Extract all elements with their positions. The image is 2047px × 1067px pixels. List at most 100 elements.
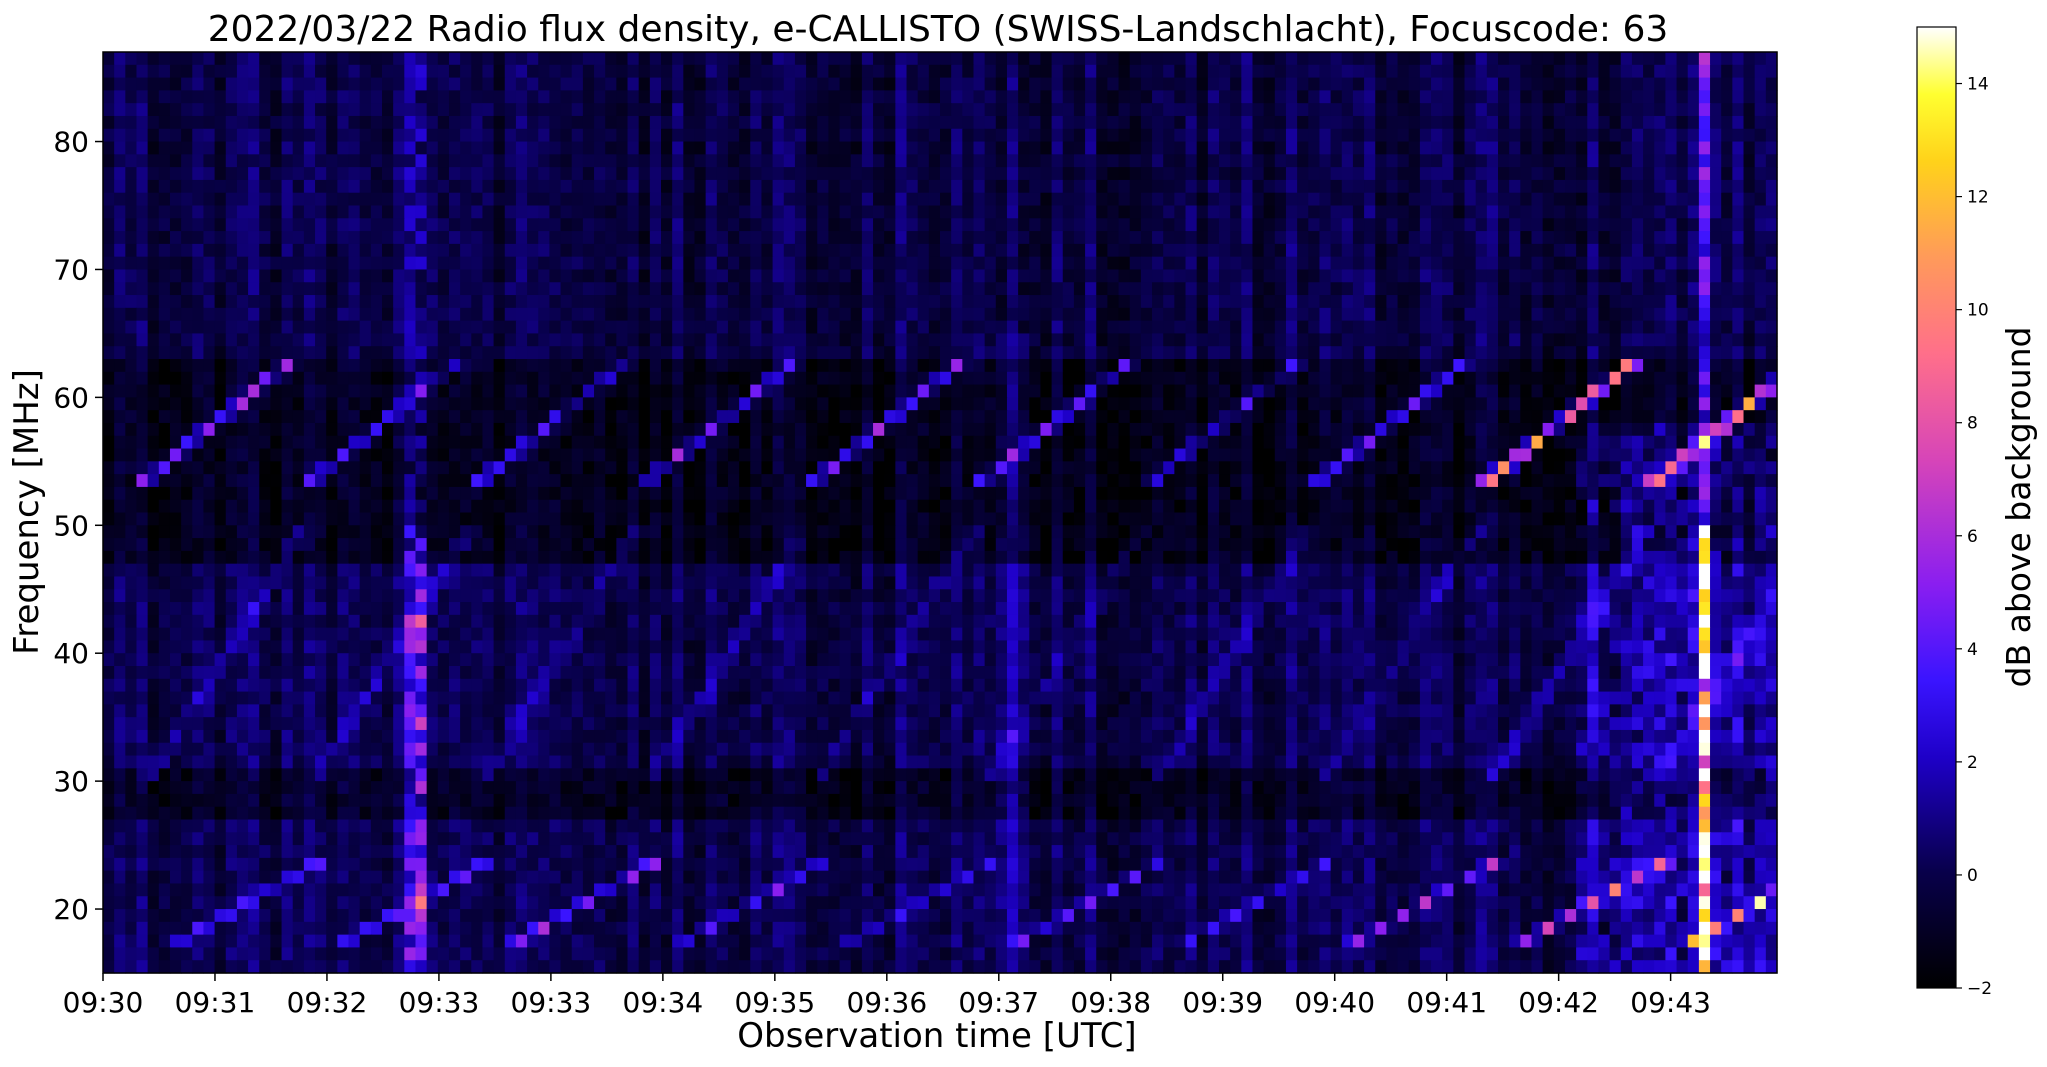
- heatmap-cell: [705, 371, 718, 386]
- heatmap-cell: [1241, 192, 1254, 207]
- heatmap-cell: [482, 307, 495, 322]
- heatmap-cell: [962, 154, 975, 168]
- heatmap-cell: [806, 397, 818, 411]
- heatmap-cell: [839, 231, 852, 245]
- heatmap-cell: [739, 128, 751, 143]
- heatmap-cell: [348, 397, 361, 411]
- heatmap-cell: [1643, 333, 1655, 347]
- heatmap-cell: [772, 371, 785, 386]
- heatmap-cell: [1129, 448, 1142, 462]
- heatmap-cell: [103, 256, 115, 271]
- heatmap-cell: [493, 141, 506, 155]
- heatmap-cell: [1453, 448, 1466, 462]
- heatmap-cell: [1743, 307, 1756, 322]
- heatmap-cell: [1285, 256, 1298, 271]
- heatmap-cell: [1308, 307, 1321, 322]
- heatmap-cell: [1274, 410, 1287, 424]
- heatmap-cell: [181, 205, 193, 219]
- heatmap-cell: [761, 422, 774, 437]
- heatmap-cell: [884, 179, 896, 194]
- heatmap-cell: [1419, 128, 1432, 143]
- heatmap-cell: [1553, 359, 1566, 373]
- heatmap-cell: [649, 192, 662, 207]
- heatmap-cell: [1631, 295, 1644, 309]
- heatmap-cell: [1040, 167, 1053, 181]
- heatmap-cell: [147, 192, 160, 207]
- heatmap-cell: [136, 90, 149, 104]
- heatmap-cell: [1609, 90, 1622, 104]
- heatmap-cell: [136, 64, 149, 79]
- heatmap-cell: [1587, 307, 1600, 322]
- heatmap-cell: [750, 397, 763, 411]
- heatmap-cell: [471, 52, 484, 66]
- heatmap-cell: [549, 307, 562, 322]
- heatmap-cell: [1230, 154, 1242, 168]
- heatmap-cell: [192, 77, 205, 91]
- heatmap-cell: [594, 474, 606, 488]
- heatmap-cell: [515, 422, 528, 437]
- heatmap-cell: [616, 154, 629, 168]
- heatmap-cell: [917, 231, 930, 245]
- heatmap-cell: [1140, 435, 1153, 450]
- heatmap-cell: [1308, 179, 1321, 194]
- heatmap-cell: [661, 422, 673, 437]
- heatmap-cell: [370, 90, 383, 104]
- heatmap-cell: [1431, 141, 1443, 155]
- heatmap-cell: [1687, 371, 1700, 386]
- heatmap-cell: [1520, 333, 1533, 347]
- heatmap-cell: [1207, 141, 1220, 155]
- heatmap-cell: [1241, 397, 1254, 411]
- heatmap-cell: [192, 243, 205, 258]
- heatmap-cell: [1263, 192, 1276, 207]
- heatmap-cell: [437, 359, 450, 373]
- heatmap-cell: [694, 154, 707, 168]
- heatmap-cell: [1631, 461, 1644, 475]
- heatmap-cell: [259, 295, 271, 309]
- heatmap-cell: [1386, 461, 1399, 475]
- heatmap-cell: [1598, 371, 1611, 386]
- heatmap-cell: [1509, 179, 1521, 194]
- heatmap-cell: [683, 384, 696, 398]
- heatmap-cell: [103, 115, 115, 130]
- heatmap-cell: [750, 115, 763, 130]
- heatmap-cell: [761, 448, 774, 462]
- heatmap-cell: [906, 282, 919, 296]
- heatmap-cell: [1453, 269, 1466, 283]
- heatmap-cell: [527, 128, 539, 143]
- heatmap-cell: [181, 179, 193, 194]
- heatmap-cell: [727, 205, 740, 219]
- heatmap-cell: [1431, 179, 1443, 194]
- heatmap-cell: [1643, 218, 1655, 232]
- heatmap-cell: [1408, 90, 1421, 104]
- heatmap-cell: [482, 52, 495, 66]
- heatmap-cell: [248, 384, 260, 398]
- heatmap-cell: [136, 179, 149, 194]
- heatmap-cell: [1085, 192, 1097, 207]
- heatmap-cell: [303, 474, 316, 488]
- heatmap-cell: [114, 167, 126, 181]
- heatmap-cell: [794, 218, 807, 232]
- heatmap-cell: [1263, 422, 1276, 437]
- heatmap-cell: [259, 448, 271, 462]
- heatmap-cell: [158, 295, 171, 309]
- heatmap-cell: [549, 474, 562, 488]
- heatmap-cell: [1464, 269, 1477, 283]
- heatmap-cell: [303, 64, 316, 79]
- heatmap-cell: [1263, 154, 1276, 168]
- heatmap-cell: [1397, 167, 1410, 181]
- heatmap-cell: [1062, 103, 1075, 117]
- heatmap-cell: [1330, 295, 1343, 309]
- heatmap-cell: [828, 295, 841, 309]
- heatmap-cell: [1051, 295, 1064, 309]
- heatmap-cell: [1118, 256, 1131, 271]
- heatmap-cell: [236, 435, 249, 450]
- heatmap-cell: [828, 397, 841, 411]
- heatmap-cell: [147, 282, 160, 296]
- heatmap-cell: [1140, 359, 1153, 373]
- heatmap-cell: [125, 205, 138, 219]
- heatmap-cell: [761, 192, 774, 207]
- heatmap-cell: [114, 218, 126, 232]
- heatmap-cell: [1553, 256, 1566, 271]
- heatmap-cell: [1609, 448, 1622, 462]
- heatmap-cell: [214, 461, 227, 475]
